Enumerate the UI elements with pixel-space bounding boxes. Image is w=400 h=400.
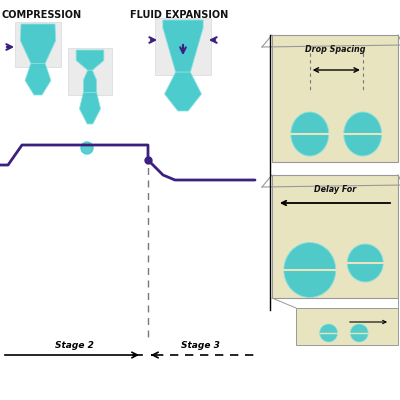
Ellipse shape [350, 324, 368, 342]
Ellipse shape [291, 112, 329, 156]
Polygon shape [25, 63, 51, 95]
Polygon shape [84, 70, 97, 92]
Text: Stage 2: Stage 2 [54, 341, 94, 350]
Ellipse shape [284, 242, 336, 298]
Polygon shape [155, 18, 211, 75]
Bar [272, 175, 398, 298]
Ellipse shape [347, 244, 383, 282]
Text: COMPRESSION: COMPRESSION [2, 10, 82, 20]
Polygon shape [68, 48, 112, 95]
Polygon shape [164, 72, 202, 111]
Circle shape [81, 142, 93, 154]
Polygon shape [15, 22, 61, 67]
Polygon shape [20, 24, 56, 63]
Bar [272, 35, 398, 162]
Text: Drop Spacing: Drop Spacing [305, 45, 365, 54]
Text: FLUID EXPANSION: FLUID EXPANSION [130, 10, 228, 20]
Text: Delay For: Delay For [314, 185, 356, 194]
Ellipse shape [344, 112, 382, 156]
Bar [296, 308, 398, 345]
Polygon shape [76, 50, 104, 70]
Text: Stage 3: Stage 3 [180, 341, 220, 350]
Ellipse shape [320, 324, 338, 342]
Polygon shape [163, 20, 203, 72]
Polygon shape [80, 92, 100, 124]
